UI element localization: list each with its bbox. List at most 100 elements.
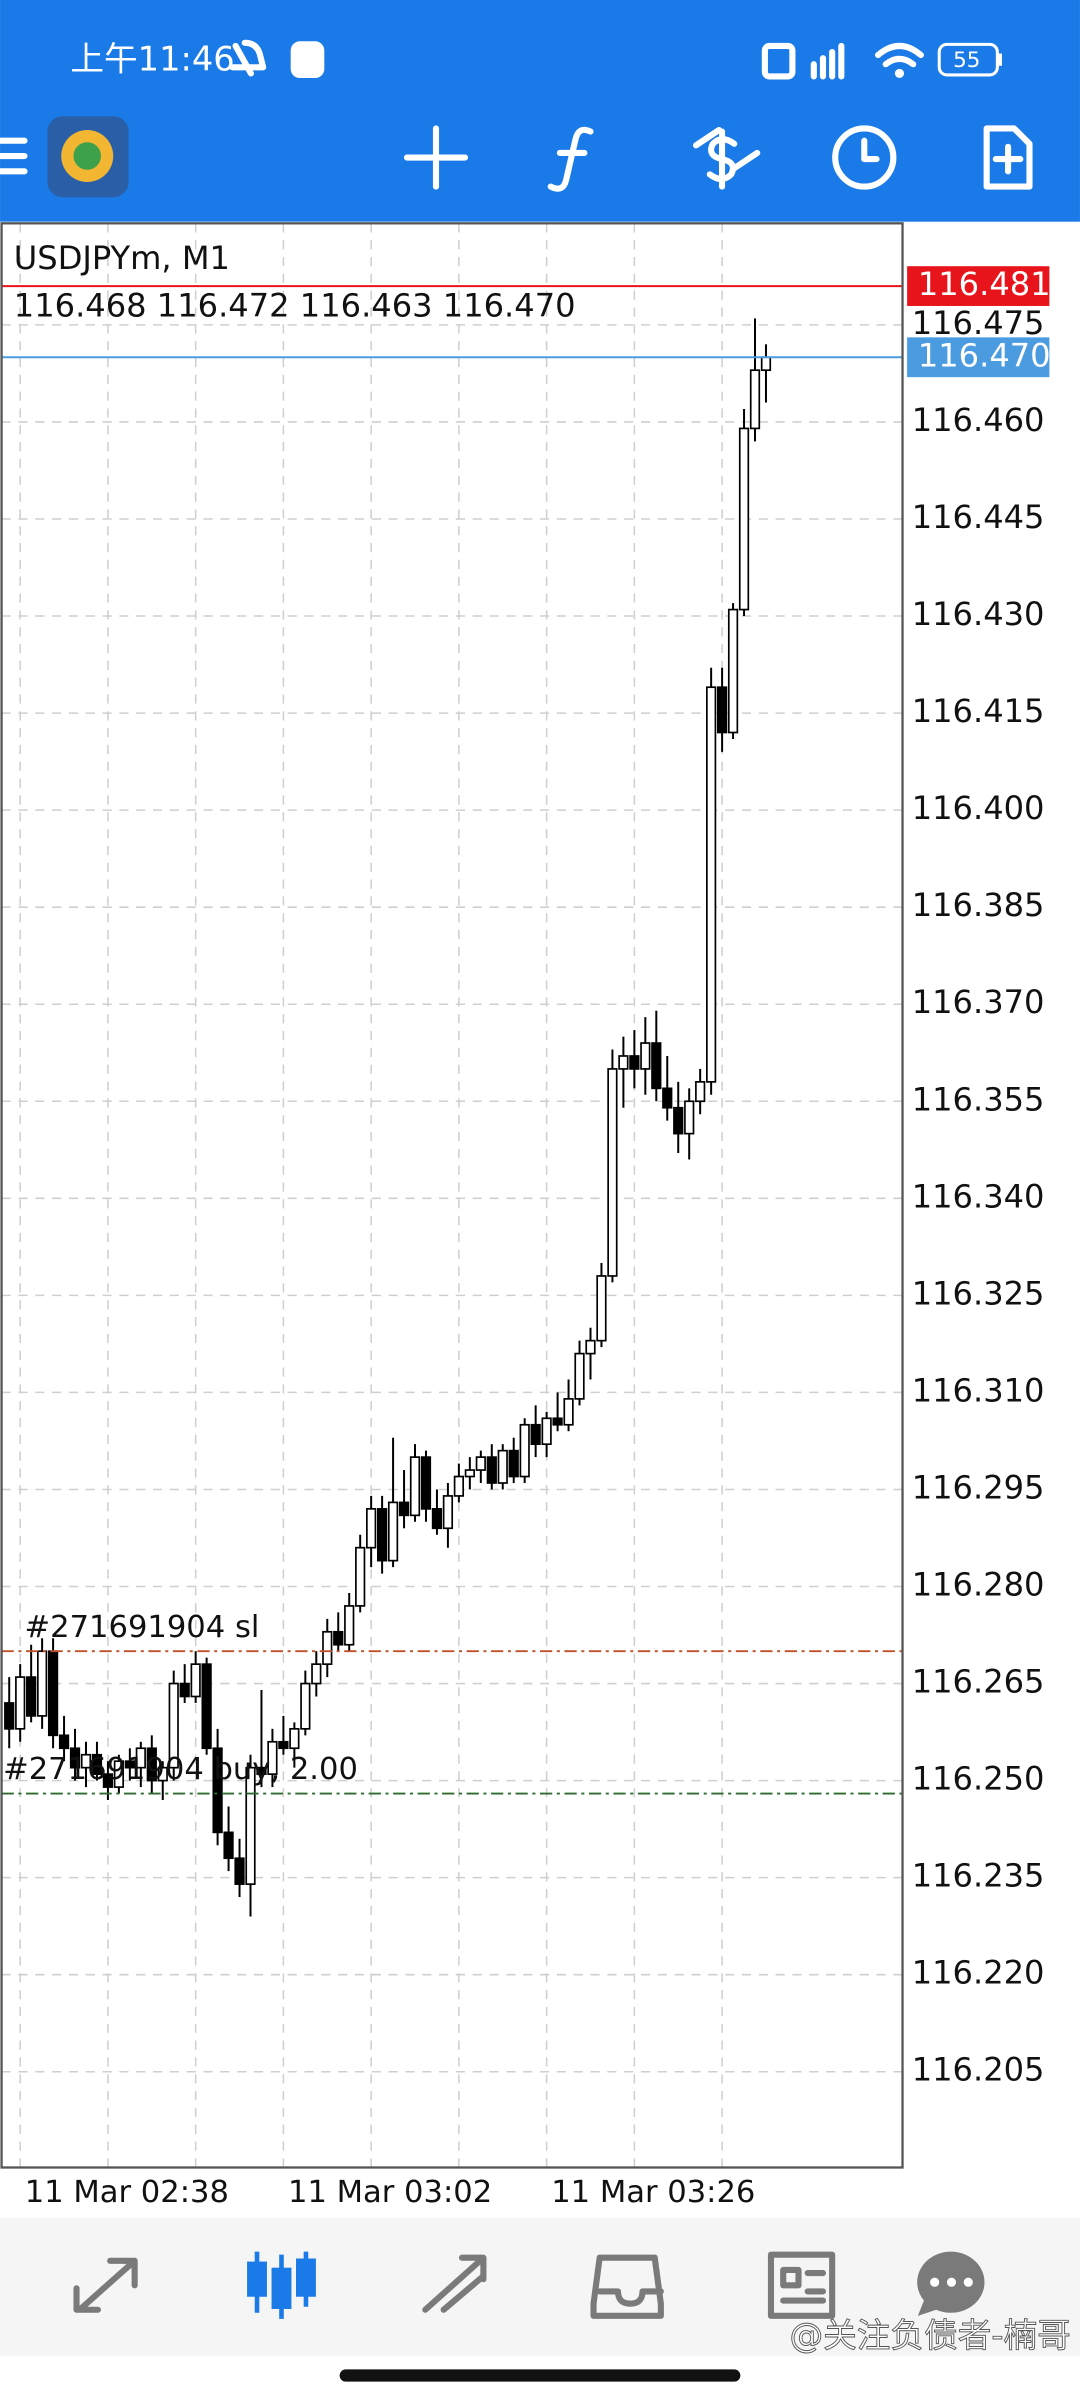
candle-body [124,1760,135,1769]
candle-body [706,686,717,1083]
candle-body [102,1773,114,1788]
new-order-button[interactable] [983,125,1033,190]
candle-body [716,686,728,734]
nav-quotes[interactable] [73,2257,138,2313]
candle-body [651,1042,662,1090]
y-tick-label: 116.250 [912,1760,1045,1798]
candle-body [376,1508,388,1562]
candle-body [15,1676,26,1730]
candle-body [344,1605,355,1646]
candle-body [618,1055,629,1070]
candle-body [69,1747,81,1769]
candle-body [278,1740,289,1750]
x-tick-label: 11 Mar 03:26 [551,2175,755,2210]
chart-subtitle: 116.468 116.472 116.463 116.470 [14,286,576,324]
candle-body [640,1042,651,1070]
candle-body [596,1275,607,1342]
status-icons [229,39,1002,80]
y-tick-label: 116.265 [912,1663,1045,1701]
candle-body [508,1449,519,1478]
bid-label: 116.470 [918,336,1051,374]
candle-body [585,1339,596,1355]
candle-body [695,1081,706,1103]
candle-body [311,1663,322,1685]
y-tick-label: 116.415 [912,692,1045,730]
candle-body [234,1857,245,1885]
candle-body [267,1740,278,1775]
order-label: #271691904 buy, 2.00 [3,1752,358,1787]
candle-body [190,1663,201,1698]
candle-body [431,1508,443,1530]
candle-body [256,1766,267,1775]
y-tick-label: 116.400 [912,789,1045,827]
candle-body [464,1469,475,1478]
timeframe-button[interactable] [832,125,897,190]
trade-button[interactable] [692,126,761,190]
candle-body [530,1423,541,1446]
battery-level: 55 [953,48,980,73]
candle-body [366,1508,377,1549]
candle-body [552,1417,563,1426]
plot: #271691904 sl #271691904 buy, 2.00 [1,285,903,1917]
candle-body [486,1456,497,1484]
order-label: #271691904 sl [25,1610,260,1645]
nav-news[interactable] [767,2251,836,2319]
y-tick-label: 116.430 [912,595,1045,633]
chart-title: USDJPYm, M1 [14,239,230,277]
candle-body [245,1766,256,1885]
candle-body [168,1682,179,1769]
candle-body [223,1831,234,1860]
nav-trade[interactable] [422,2254,487,2313]
y-tick-label: 116.235 [912,1857,1045,1895]
candle-body [91,1753,103,1775]
x-tick-label: 11 Mar 02:38 [25,2175,229,2210]
candle-body [442,1495,454,1530]
candle-body [574,1352,585,1400]
grid [1,223,903,2168]
candle-body [201,1663,212,1750]
candle-body [629,1055,640,1070]
y-tick-label: 116.445 [912,498,1045,536]
y-tick-label: 116.460 [912,401,1045,439]
indicators-button[interactable] [547,126,594,192]
candle-body [58,1734,70,1750]
y-tick-label: 116.310 [912,1371,1045,1409]
y-tick-label: 116.220 [912,1954,1045,1992]
candle-body [673,1106,684,1135]
candle-body [727,608,739,734]
menu-button[interactable] [0,137,28,175]
candle-body [47,1650,59,1737]
candle-body [760,356,772,372]
candle-body [420,1456,432,1510]
candle-body [333,1630,344,1646]
y-tick-label: 116.205 [912,2051,1045,2089]
y-tick-label: 116.385 [912,886,1045,924]
nav-chat[interactable] [917,2251,985,2316]
app-logo[interactable] [47,116,129,198]
crosshair-button[interactable] [403,125,469,190]
candle-body [135,1747,146,1769]
y-tick-label: 116.475 [912,304,1045,342]
candle-body [738,427,750,611]
nav-history[interactable] [590,2254,664,2319]
candle-body [662,1087,673,1109]
candle-body [322,1630,333,1665]
candle-body [36,1650,48,1717]
candle-body [398,1501,410,1517]
candle-body [749,369,761,430]
candle-body [607,1068,618,1277]
bottom-nav [0,2217,1080,2356]
candle-body [387,1501,399,1562]
candle-body [409,1456,421,1517]
candle-body [26,1676,37,1717]
candle-body [157,1766,168,1782]
nav-chart[interactable] [247,2251,316,2319]
candle-body [113,1760,125,1788]
home-indicator [339,2369,741,2382]
candle-body [519,1423,530,1478]
candle-body [80,1753,92,1769]
top-bar [0,0,1080,222]
y-tick-label: 116.370 [912,983,1045,1021]
